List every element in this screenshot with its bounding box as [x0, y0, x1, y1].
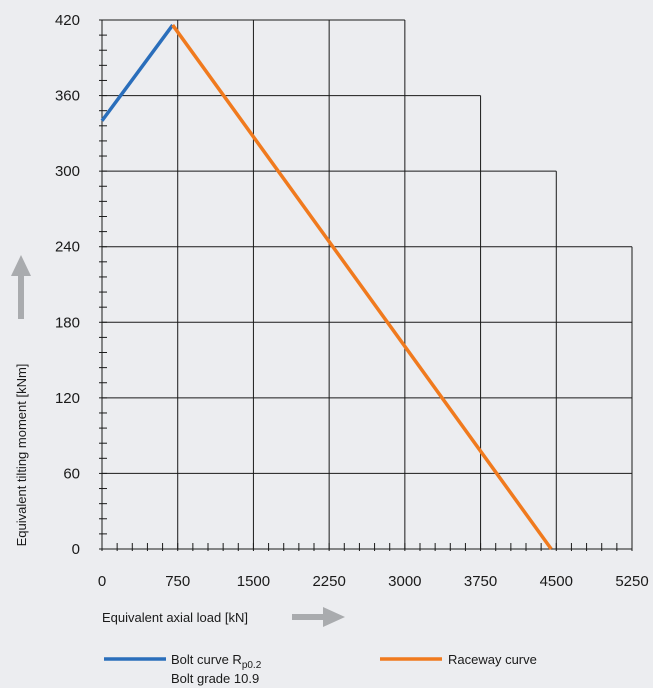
- x-tick-label: 3000: [388, 573, 421, 590]
- series-lines: [100, 23, 553, 551]
- y-tick-label: 420: [55, 12, 80, 29]
- series-line-1: [171, 24, 553, 551]
- x-tick-label: 4500: [540, 573, 573, 590]
- legend-item-raceway-curve: Raceway curve: [380, 652, 537, 667]
- x-tick-label: 2250: [312, 573, 345, 590]
- x-axis-title: Equivalent axial load [kN]: [102, 610, 248, 625]
- series-line-0: [100, 23, 175, 122]
- x-tick-label: 1500: [237, 573, 270, 590]
- legend: Bolt curve Rp0.2 Bolt grade 10.9 Raceway…: [104, 652, 537, 686]
- legend-label-raceway: Raceway curve: [448, 652, 537, 667]
- y-tick-label: 360: [55, 88, 80, 105]
- y-tick-label: 120: [55, 390, 80, 407]
- legend-label-bolt-grade: Bolt grade 10.9: [171, 671, 259, 686]
- y-tick-label: 60: [63, 465, 80, 482]
- y-axis-title: Equivalent tilting moment [kNm]: [14, 364, 29, 547]
- x-tick-label: 3750: [464, 573, 497, 590]
- arrow-up-icon: [11, 255, 31, 319]
- x-tick-labels: 0 750 1500 2250 3000 3750 4500 5250: [98, 573, 649, 590]
- y-tick-labels: 0 60 120 180 240 300 360 420: [55, 12, 80, 558]
- y-tick-label: 240: [55, 239, 80, 256]
- arrow-right-icon: [292, 607, 345, 627]
- legend-item-bolt-curve: Bolt curve Rp0.2 Bolt grade 10.9: [104, 652, 262, 686]
- y-tick-label: 180: [55, 314, 80, 331]
- x-tick-label: 5250: [615, 573, 648, 590]
- legend-label-bolt-main: Bolt curve R: [171, 652, 242, 667]
- minor-ticks: [99, 19, 633, 551]
- x-tick-label: 750: [165, 573, 190, 590]
- y-tick-label: 300: [55, 163, 80, 180]
- x-tick-label: 0: [98, 573, 106, 590]
- legend-label-bolt-subscript: p0.2: [242, 660, 262, 671]
- grid: [101, 19, 633, 550]
- y-tick-label: 0: [72, 541, 80, 558]
- legend-label-bolt: Bolt curve Rp0.2: [171, 652, 262, 671]
